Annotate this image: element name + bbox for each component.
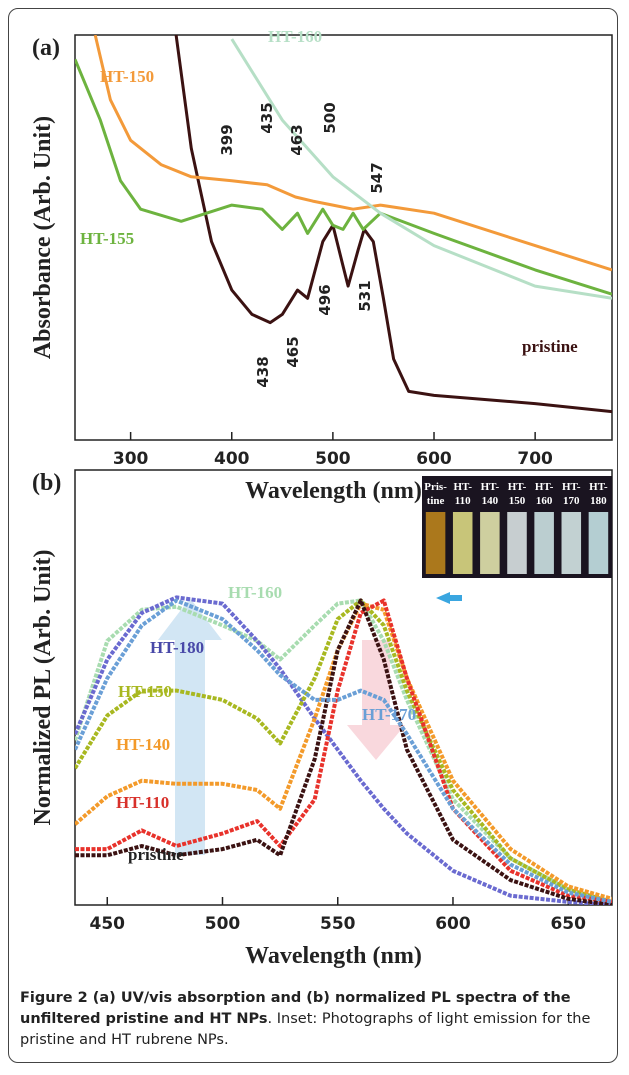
x-axis-title: Wavelength (nm) <box>245 478 422 504</box>
peak-label: 435 <box>258 102 276 133</box>
vial <box>480 512 500 574</box>
shift-arrow <box>436 592 462 604</box>
peak-label: 547 <box>368 162 386 193</box>
series-label: HT-170 <box>362 705 416 724</box>
x-tick-label: 400 <box>214 449 250 469</box>
vial <box>425 512 446 574</box>
plot-frame <box>74 34 613 441</box>
series-label: HT-150 <box>118 682 172 701</box>
series-line <box>93 35 612 272</box>
series-line <box>230 38 612 300</box>
y-axis-title: Normalized PL (Arb. Unit) <box>30 550 56 826</box>
vial <box>507 512 527 574</box>
series-line <box>75 598 612 904</box>
figure-frame <box>8 8 618 1063</box>
series-line <box>174 35 612 414</box>
x-tick-label: 650 <box>550 914 586 934</box>
x-axis-title: Wavelength (nm) <box>245 943 422 969</box>
series-line <box>75 601 612 901</box>
x-tick-label: 500 <box>315 449 351 469</box>
series-label: HT-155 <box>80 229 134 248</box>
series-label: HT-160 <box>228 583 282 602</box>
vial <box>588 512 609 574</box>
peak-label: 496 <box>316 284 334 315</box>
inset-label: 150 <box>509 495 526 507</box>
inset-label: 140 <box>482 495 499 507</box>
x-tick-label: 550 <box>320 914 356 934</box>
y-axis-title: Absorbance (Arb. Unit) <box>30 116 56 359</box>
series-line <box>75 598 612 904</box>
vial <box>561 512 582 574</box>
inset-label: HT- <box>508 481 527 493</box>
decor <box>158 598 405 855</box>
series-line <box>75 595 612 905</box>
inset-label: 180 <box>590 495 607 507</box>
peak-label: 438 <box>254 356 272 387</box>
caption: Figure 2 (a) UV/vis absorption and (b) n… <box>20 988 610 1051</box>
panel-label: (a) <box>32 35 60 61</box>
peak-label: 531 <box>356 280 374 311</box>
inset-label: HT- <box>481 481 500 493</box>
panel-label: (b) <box>32 470 61 496</box>
series-line <box>75 598 612 904</box>
x-tick-label: 700 <box>517 449 553 469</box>
inset-label: tine <box>427 495 445 507</box>
plot-frame <box>74 469 613 906</box>
series-label: HT-140 <box>116 735 170 754</box>
series-group <box>75 35 612 414</box>
series-label: HT-180 <box>150 638 204 657</box>
x-tick-label: 600 <box>435 914 471 934</box>
vial <box>452 512 473 574</box>
series-line <box>75 598 612 905</box>
series-line <box>75 598 612 904</box>
peak-label: 465 <box>284 336 302 367</box>
peak-label: 500 <box>321 102 339 133</box>
series-line <box>75 58 612 296</box>
inset-label: 110 <box>455 495 471 507</box>
inset-label: Pris- <box>424 481 447 493</box>
inset-label: HT- <box>535 481 554 493</box>
series-label: pristine <box>128 845 184 864</box>
peak-label: 463 <box>288 124 306 155</box>
series-group <box>75 595 612 905</box>
series-label: HT-160 <box>268 27 322 46</box>
x-tick-label: 600 <box>416 449 452 469</box>
inset-label: 160 <box>536 495 553 507</box>
peak-label: 399 <box>218 124 236 155</box>
series-label: HT-150 <box>100 67 154 86</box>
inset-label: 170 <box>563 495 580 507</box>
inset-label: HT- <box>453 481 472 493</box>
inset-label: HT- <box>562 481 581 493</box>
x-tick-label: 300 <box>113 449 149 469</box>
plot-layer: 300 400 500 600 700 Wavelength (nm) Absorbance… <box>30 27 613 969</box>
caption-title: Figure 2 (a) UV/vis absorption and (b) n… <box>20 990 571 1027</box>
series-label: pristine <box>522 337 578 356</box>
vial <box>534 512 554 574</box>
caption-text: . Inset: Photographs of light emission f… <box>20 1011 591 1048</box>
inset-label: HT- <box>589 481 608 493</box>
series-label: HT-110 <box>116 793 169 812</box>
x-tick-label: 450 <box>90 914 126 934</box>
x-tick-label: 500 <box>205 914 241 934</box>
chart: 300 400 500 600 700 Wavelength (nm) Absorbance… <box>30 27 613 969</box>
